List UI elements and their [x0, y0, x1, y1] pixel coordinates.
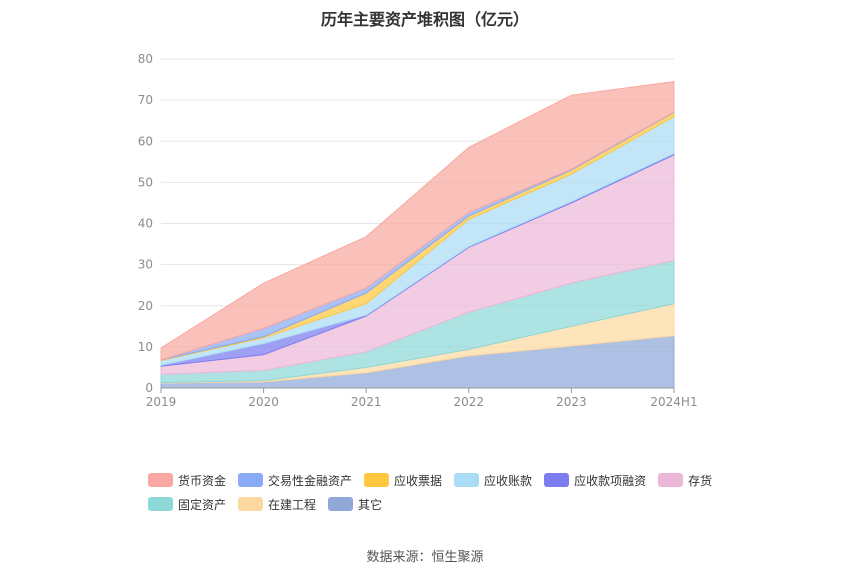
legend-item[interactable]: 固定资产 — [148, 496, 226, 512]
axes: 0 10 20 30 40 50 60 70 80 2019 2020 2021 2022 2023 202… — [138, 52, 698, 409]
y-tick-label: 20 — [138, 299, 153, 313]
legend-swatch — [238, 473, 264, 487]
x-tick-label: 2024H1 — [650, 395, 697, 409]
chart-title: 历年主要资产堆积图（亿元） — [320, 10, 529, 29]
source-note: 数据来源：恒生聚源 — [366, 550, 484, 565]
x-tick-label: 2019 — [146, 395, 177, 409]
legend-swatch — [544, 473, 570, 487]
legend-label: 应收票据 — [394, 473, 443, 488]
legend-item[interactable]: 应收票据 — [364, 472, 442, 488]
y-tick-label: 30 — [138, 258, 153, 272]
legend-label: 其它 — [358, 497, 383, 512]
x-tick-label: 2021 — [351, 395, 382, 409]
x-tick-label: 2023 — [556, 395, 587, 409]
legend-swatch — [658, 473, 684, 487]
legend-label: 应收账款 — [484, 473, 533, 488]
legend-swatch — [328, 497, 354, 511]
series-areas — [160, 81, 675, 389]
legend: 货币资金 交易性金融资产 应收票据 应收账款 应收款项融资 存货固定资产 在建工程 其它 — [148, 472, 748, 520]
x-tick-label: 2020 — [248, 395, 279, 409]
y-tick-label: 0 — [145, 381, 153, 395]
legend-item[interactable]: 应收款项融资 — [544, 472, 646, 488]
y-tick-label: 10 — [138, 340, 153, 354]
legend-label: 应收款项融资 — [574, 473, 647, 488]
legend-label: 存货 — [688, 473, 713, 488]
legend-label: 交易性金融资产 — [268, 473, 353, 488]
x-tick-label: 2022 — [454, 395, 485, 409]
legend-label: 固定资产 — [178, 497, 227, 512]
legend-item[interactable]: 货币资金 — [148, 472, 226, 488]
legend-swatch — [148, 473, 173, 487]
stacked-area-chart: 0 10 20 30 40 50 60 70 80 2019 2020 2021 2022 2023 202… — [138, 52, 698, 409]
legend-item[interactable]: 交易性金融资产 — [238, 472, 352, 488]
legend-label: 在建工程 — [268, 497, 317, 512]
legend-label: 货币资金 — [178, 473, 227, 488]
y-tick-label: 60 — [138, 134, 153, 148]
y-tick-label: 40 — [138, 217, 153, 231]
legend-item[interactable]: 在建工程 — [238, 496, 316, 512]
y-tick-label: 70 — [138, 93, 153, 107]
legend-swatch — [148, 497, 173, 511]
series-area-货币资金 — [160, 81, 675, 361]
legend-item[interactable]: 存货 — [658, 472, 712, 488]
legend-swatch — [238, 497, 264, 511]
y-tick-label: 80 — [138, 52, 153, 66]
legend-swatch — [454, 473, 480, 487]
legend-swatch — [364, 473, 390, 487]
legend-item[interactable]: 其它 — [328, 496, 382, 512]
y-tick-label: 50 — [138, 175, 153, 189]
legend-item[interactable]: 应收账款 — [454, 472, 532, 488]
